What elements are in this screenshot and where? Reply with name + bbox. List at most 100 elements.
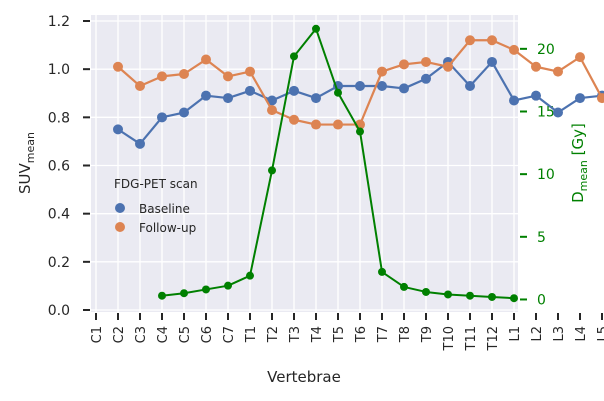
data-point-follow-up: [575, 52, 585, 63]
y-left-tick-label: 0.4: [48, 207, 70, 223]
y-axis-left-label: SUVmean: [16, 132, 37, 194]
x-tick-label: C6: [200, 326, 215, 343]
data-point-dose: [356, 127, 364, 136]
data-point-follow-up: [289, 114, 299, 125]
y-axis-left-label-sub: mean: [24, 132, 37, 163]
x-tick-label: T8: [398, 326, 413, 343]
series-layer: [113, 24, 604, 303]
x-tick-label: T12: [486, 326, 501, 351]
data-point-follow-up: [509, 44, 519, 55]
legend-title: FDG-PET scan: [114, 177, 198, 191]
data-point-baseline: [289, 85, 299, 96]
data-point-baseline: [223, 93, 233, 104]
legend: FDG-PET scan Baseline Follow-up: [114, 177, 198, 235]
y-axis-right-label-main: D: [569, 191, 587, 203]
data-point-baseline: [421, 73, 431, 84]
data-point-dose: [180, 289, 188, 298]
x-tick-label: T11: [464, 326, 479, 351]
x-tick-label: C2: [112, 326, 127, 343]
legend-marker-baseline: [115, 203, 125, 213]
y-left-tick-label: 1.2: [48, 14, 70, 30]
data-point-dose: [158, 291, 166, 300]
y-left-tick-label: 0.6: [48, 159, 70, 175]
data-point-dose: [246, 271, 254, 280]
x-tick-label: T5: [332, 326, 347, 343]
data-point-follow-up: [597, 93, 604, 104]
y-right-tick-label: 15: [537, 104, 555, 120]
data-point-follow-up: [223, 71, 233, 82]
data-point-dose: [488, 292, 496, 301]
data-point-follow-up: [157, 71, 167, 82]
data-point-follow-up: [311, 119, 321, 130]
data-point-baseline: [245, 85, 255, 96]
y-left-tick-label: 1.0: [48, 62, 70, 78]
data-point-dose: [378, 267, 386, 276]
x-tick-label: T6: [354, 326, 369, 343]
legend-label-baseline: Baseline: [139, 202, 190, 216]
x-tick-label: T4: [310, 326, 325, 343]
y-axis-right-label-sub: mean: [577, 160, 590, 191]
data-point-baseline: [575, 93, 585, 104]
x-tick-label: T3: [288, 326, 303, 343]
x-tick-label: T1: [244, 326, 259, 343]
x-tick-label: C1: [90, 326, 105, 343]
x-axis-label: Vertebrae: [267, 368, 341, 386]
data-point-dose: [510, 294, 518, 303]
data-point-baseline: [553, 107, 563, 118]
data-point-baseline: [267, 95, 277, 106]
data-point-follow-up: [553, 66, 563, 77]
y-right-tick-label: 5: [537, 230, 546, 246]
data-point-follow-up: [531, 61, 541, 72]
data-point-baseline: [311, 93, 321, 104]
data-point-follow-up: [377, 66, 387, 77]
legend-label-follow-up: Follow-up: [139, 221, 196, 235]
data-point-follow-up: [179, 68, 189, 79]
data-point-dose: [224, 281, 232, 290]
x-tick-label: L1: [508, 326, 523, 342]
x-tick-label: T10: [442, 326, 457, 351]
y-left-tick-label: 0.8: [48, 110, 70, 126]
data-point-dose: [466, 291, 474, 300]
x-tick-label: T9: [420, 326, 435, 343]
data-point-baseline: [113, 124, 123, 135]
data-point-follow-up: [487, 35, 497, 46]
data-point-dose: [334, 88, 342, 97]
x-tick-label: L2: [530, 326, 545, 342]
data-point-dose: [202, 285, 210, 294]
legend-marker-follow-up: [115, 222, 125, 232]
y-axis-left-label-main: SUV: [16, 162, 34, 194]
y-right-tick-label: 20: [537, 42, 555, 58]
data-point-dose: [312, 24, 320, 33]
data-point-dose: [400, 282, 408, 291]
x-tick-label: T2: [266, 326, 281, 343]
y-axis-right-label: Dmean [Gy]: [569, 123, 590, 203]
data-point-follow-up: [245, 66, 255, 77]
x-tick-label: L4: [574, 326, 589, 342]
data-point-follow-up: [267, 105, 277, 116]
data-point-baseline: [135, 138, 145, 149]
x-tick-label: C4: [156, 326, 171, 343]
data-point-baseline: [179, 107, 189, 118]
data-point-follow-up: [399, 59, 409, 70]
data-point-baseline: [377, 81, 387, 92]
x-tick-label: C7: [222, 326, 237, 343]
data-point-follow-up: [135, 81, 145, 92]
data-point-baseline: [355, 81, 365, 92]
x-tick-label: L3: [552, 326, 567, 342]
data-point-follow-up: [443, 61, 453, 72]
x-tick-label: T7: [376, 326, 391, 343]
data-point-baseline: [399, 83, 409, 94]
y-right-tick-label: 10: [537, 167, 555, 183]
y-left-tick-label: 0.0: [48, 303, 70, 319]
data-point-baseline: [465, 81, 475, 92]
y-right-tick-label: 0: [537, 292, 546, 308]
data-point-follow-up: [113, 61, 123, 72]
data-point-dose: [422, 287, 430, 296]
x-tick-label: C3: [134, 326, 149, 343]
data-point-baseline: [487, 56, 497, 67]
data-point-baseline: [531, 90, 541, 101]
data-point-baseline: [201, 90, 211, 101]
data-point-follow-up: [333, 119, 343, 130]
